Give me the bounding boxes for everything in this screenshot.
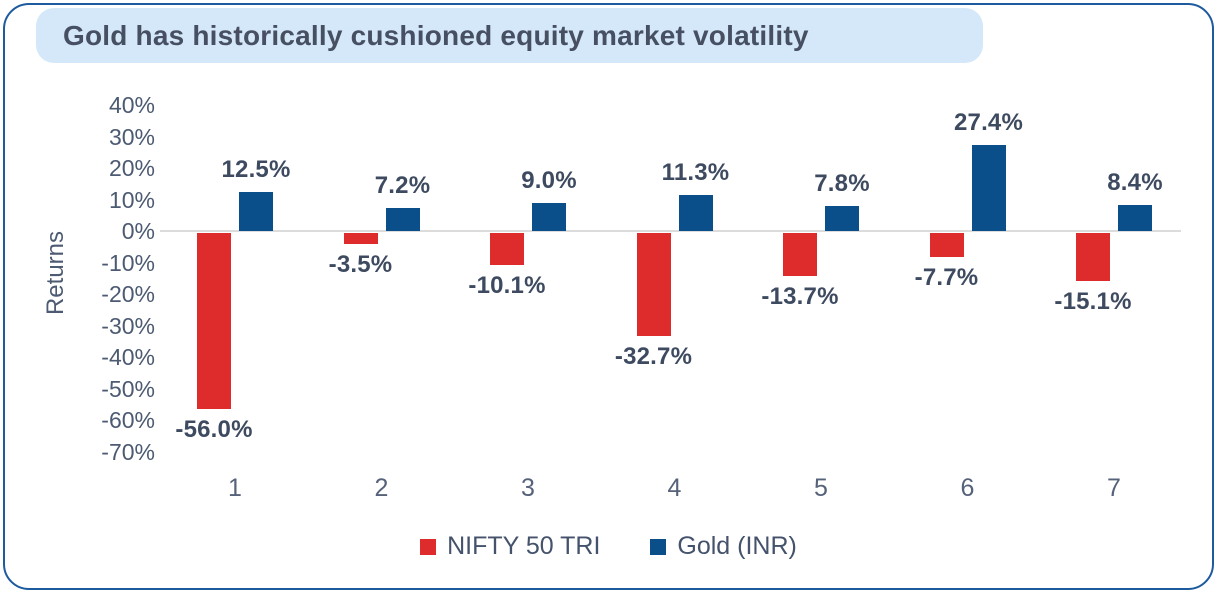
legend-swatch — [420, 538, 437, 555]
bar-value-label: 8.4% — [1107, 168, 1163, 196]
bar-value-label: -3.5% — [328, 251, 393, 279]
bar-value-label: -32.7% — [614, 343, 693, 370]
bar-value-label: -15.1% — [1054, 287, 1132, 315]
bar-gold-inr- — [971, 144, 1006, 231]
y-tick-label: 0% — [121, 218, 155, 244]
x-tick-label: 3 — [521, 474, 535, 502]
bar-gold-inr- — [532, 202, 566, 231]
bar-nifty-50-tri — [636, 233, 671, 336]
y-tick-label: 20% — [108, 155, 155, 181]
y-tick-label: -40% — [101, 344, 155, 370]
bar-gold-inr- — [239, 191, 273, 231]
legend-label: Gold (INR) — [677, 532, 797, 560]
bar-gold-inr- — [1118, 204, 1152, 231]
x-tick-label: 1 — [228, 474, 242, 502]
bar-gold-inr- — [385, 208, 420, 231]
y-tick-label: -20% — [101, 281, 155, 307]
bar-value-label: 11.3% — [661, 159, 730, 187]
legend-swatch — [650, 538, 667, 555]
y-tick-label: 40% — [108, 92, 155, 118]
chart-title-pill: Gold has historically cushioned equity m… — [36, 8, 983, 63]
bar-nifty-50-tri — [490, 233, 524, 265]
bar-value-label: 7.8% — [814, 170, 870, 198]
bar-gold-inr- — [678, 195, 713, 231]
x-tick-label: 2 — [374, 474, 389, 502]
y-tick-label: -10% — [101, 249, 155, 276]
bar-value-label: 12.5% — [221, 155, 291, 183]
y-tick-label: 10% — [108, 186, 155, 213]
x-tick-label: 6 — [960, 474, 975, 502]
x-tick-label: 4 — [667, 474, 682, 502]
bar-value-label: -7.7% — [914, 264, 979, 292]
y-tick-label: -70% — [101, 438, 155, 465]
bar-value-label: 7.2% — [374, 172, 431, 200]
bar-nifty-50-tri — [783, 233, 817, 277]
legend: NIFTY 50 TRI Gold (INR) — [0, 532, 1217, 561]
bar-value-label: -56.0% — [175, 416, 253, 444]
y-tick-label: 30% — [108, 123, 155, 150]
legend-item-nifty-50-tri: NIFTY 50 TRI — [420, 532, 600, 561]
bar-value-label: -10.1% — [468, 271, 546, 299]
x-tick-label: 5 — [814, 474, 828, 502]
y-tick-label: -60% — [101, 407, 155, 433]
bar-nifty-50-tri — [197, 233, 231, 410]
bar-value-label: -13.7% — [761, 283, 839, 311]
bar-nifty-50-tri — [1076, 233, 1110, 281]
legend-item-gold-inr-: Gold (INR) — [650, 532, 797, 561]
x-tick-label: 7 — [1107, 474, 1121, 502]
y-tick-label: -30% — [101, 312, 155, 339]
bar-value-label: 27.4% — [953, 108, 1024, 136]
legend-label: NIFTY 50 TRI — [447, 532, 601, 560]
chart-title: Gold has historically cushioned equity m… — [63, 19, 809, 51]
zero-gridline — [160, 230, 1181, 232]
bar-gold-inr- — [825, 206, 859, 231]
bar-nifty-50-tri — [343, 233, 378, 245]
bar-nifty-50-tri — [929, 233, 964, 258]
y-tick-label: -50% — [101, 375, 155, 402]
bar-value-label: 9.0% — [521, 166, 577, 194]
